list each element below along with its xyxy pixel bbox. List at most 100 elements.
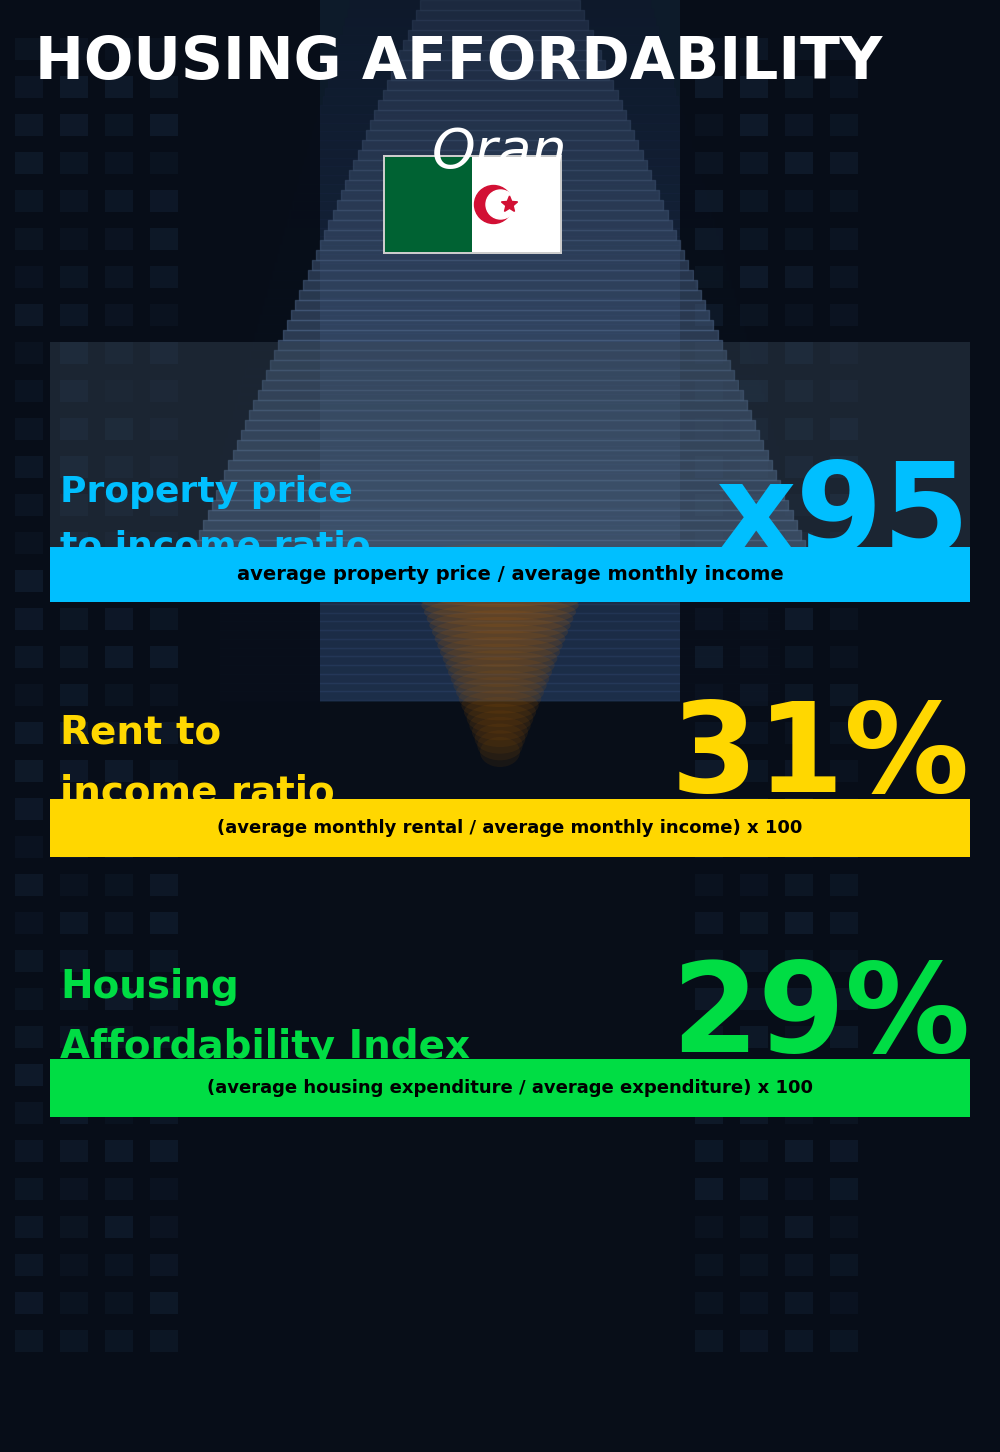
Bar — [830, 38, 858, 60]
Bar — [830, 1140, 858, 1162]
Bar — [105, 1255, 133, 1276]
Bar — [15, 836, 43, 858]
Bar — [785, 608, 813, 630]
Ellipse shape — [467, 704, 533, 733]
Bar — [105, 1027, 133, 1048]
Bar — [740, 1215, 768, 1239]
Ellipse shape — [453, 671, 547, 700]
Bar — [695, 950, 723, 971]
Bar — [150, 1330, 178, 1352]
Text: HOUSING AFFORDABILITY: HOUSING AFFORDABILITY — [35, 33, 882, 90]
Ellipse shape — [456, 677, 544, 707]
Bar — [830, 1178, 858, 1199]
Bar — [785, 380, 813, 402]
Bar — [830, 836, 858, 858]
Bar — [150, 494, 178, 515]
Ellipse shape — [419, 584, 581, 614]
Bar — [60, 722, 88, 743]
Bar — [785, 1027, 813, 1048]
Bar — [740, 1140, 768, 1162]
Bar — [15, 1140, 43, 1162]
Bar — [60, 228, 88, 250]
Bar — [695, 343, 723, 364]
Bar — [60, 1330, 88, 1352]
Bar — [150, 38, 178, 60]
Bar — [830, 799, 858, 820]
Bar — [830, 874, 858, 896]
Bar — [695, 759, 723, 783]
Bar — [105, 759, 133, 783]
Bar — [830, 531, 858, 555]
Bar — [695, 456, 723, 478]
Bar — [60, 303, 88, 327]
Bar — [150, 799, 178, 820]
Bar — [15, 115, 43, 136]
Bar — [740, 571, 768, 592]
Bar — [830, 266, 858, 287]
Bar — [695, 1255, 723, 1276]
Bar — [785, 303, 813, 327]
Bar — [150, 571, 178, 592]
Bar — [830, 1064, 858, 1086]
Bar — [695, 1140, 723, 1162]
Bar — [740, 722, 768, 743]
Bar — [150, 1292, 178, 1314]
Bar — [15, 1255, 43, 1276]
Bar — [785, 874, 813, 896]
Ellipse shape — [445, 650, 555, 681]
Bar — [385, 157, 472, 253]
Bar — [60, 418, 88, 440]
Bar — [15, 874, 43, 896]
Bar — [105, 571, 133, 592]
Bar — [785, 571, 813, 592]
Bar — [105, 456, 133, 478]
Bar — [830, 152, 858, 174]
Bar — [60, 799, 88, 820]
Bar — [740, 1255, 768, 1276]
Bar — [830, 303, 858, 327]
Bar — [15, 571, 43, 592]
Bar — [785, 684, 813, 706]
Bar — [695, 38, 723, 60]
Bar — [680, 0, 1000, 1452]
Bar — [785, 799, 813, 820]
Bar — [830, 190, 858, 212]
Bar — [472, 157, 560, 253]
Bar — [0, 701, 1000, 1452]
Text: average property price / average monthly income: average property price / average monthly… — [237, 565, 783, 584]
Bar — [15, 1178, 43, 1199]
Bar — [740, 456, 768, 478]
Bar — [150, 380, 178, 402]
Bar — [15, 494, 43, 515]
Bar — [15, 722, 43, 743]
Bar — [785, 759, 813, 783]
Ellipse shape — [429, 610, 571, 640]
Bar — [105, 228, 133, 250]
Bar — [740, 1292, 768, 1314]
Ellipse shape — [477, 730, 523, 761]
Bar — [15, 303, 43, 327]
Bar — [60, 608, 88, 630]
Ellipse shape — [437, 630, 563, 661]
Ellipse shape — [480, 738, 520, 767]
Bar — [105, 646, 133, 668]
Bar — [150, 343, 178, 364]
Text: Affordability Index: Affordability Index — [60, 1028, 470, 1066]
Bar — [830, 608, 858, 630]
Bar — [785, 228, 813, 250]
Bar — [785, 38, 813, 60]
Bar — [695, 228, 723, 250]
Bar — [150, 76, 178, 97]
Ellipse shape — [405, 550, 595, 581]
Bar — [60, 76, 88, 97]
Bar — [60, 1064, 88, 1086]
Bar — [150, 722, 178, 743]
Bar — [695, 1330, 723, 1352]
Ellipse shape — [448, 656, 552, 687]
Bar — [60, 1178, 88, 1199]
Bar — [695, 571, 723, 592]
Bar — [105, 531, 133, 555]
Bar — [820, 0, 970, 1452]
Bar — [830, 759, 858, 783]
Bar — [150, 418, 178, 440]
